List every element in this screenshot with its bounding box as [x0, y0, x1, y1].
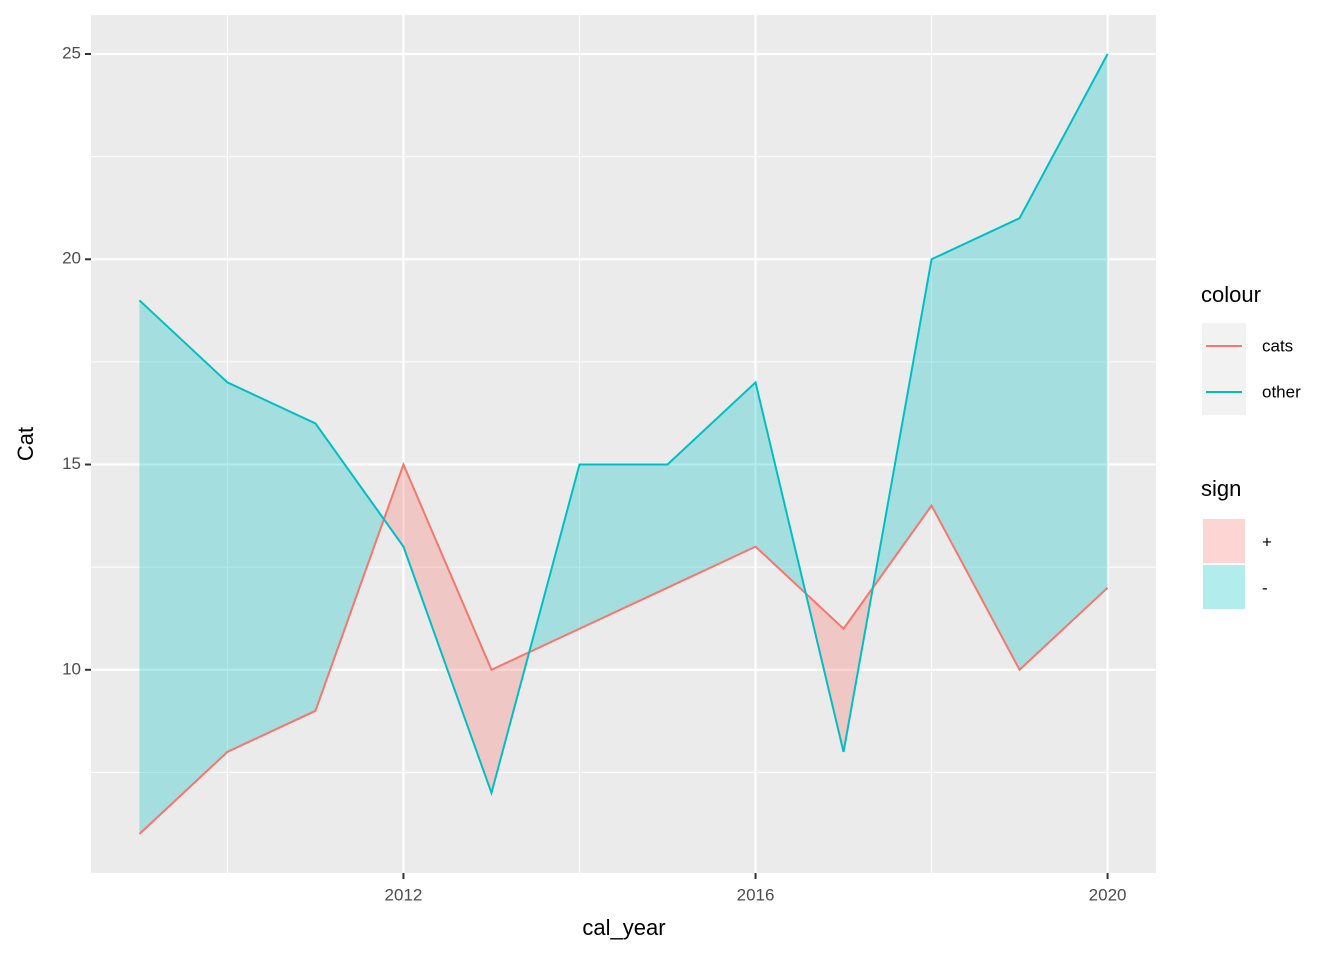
series-line — [138, 53, 1109, 797]
legend-label: - — [1262, 578, 1268, 597]
legend-swatch — [1201, 563, 1247, 611]
panel-background — [91, 15, 1156, 873]
x-axis-title: cal_year — [582, 915, 665, 940]
y-axis-title: Cat — [13, 427, 38, 461]
x-tick-label: 2012 — [385, 885, 423, 904]
ribbon-area — [805, 587, 873, 752]
legend-title: sign — [1201, 476, 1241, 501]
y-tick-label: 20 — [62, 249, 81, 268]
ribbon-area — [383, 464, 530, 793]
legend-label: + — [1262, 532, 1272, 551]
x-tick-label: 2020 — [1089, 885, 1127, 904]
legend-swatch — [1201, 517, 1247, 565]
x-tick-label: 2016 — [737, 885, 775, 904]
ribbon-area — [139, 300, 384, 834]
y-tick-label: 15 — [62, 454, 81, 473]
legend-label: cats — [1262, 336, 1293, 355]
ribbon-area — [872, 54, 1108, 670]
y-tick-label: 10 — [62, 659, 81, 678]
legend-label: other — [1262, 382, 1301, 401]
series-line — [138, 461, 1109, 835]
ribbon-area — [529, 382, 806, 653]
y-tick-label: 25 — [62, 43, 81, 62]
legend-title: colour — [1201, 282, 1261, 307]
